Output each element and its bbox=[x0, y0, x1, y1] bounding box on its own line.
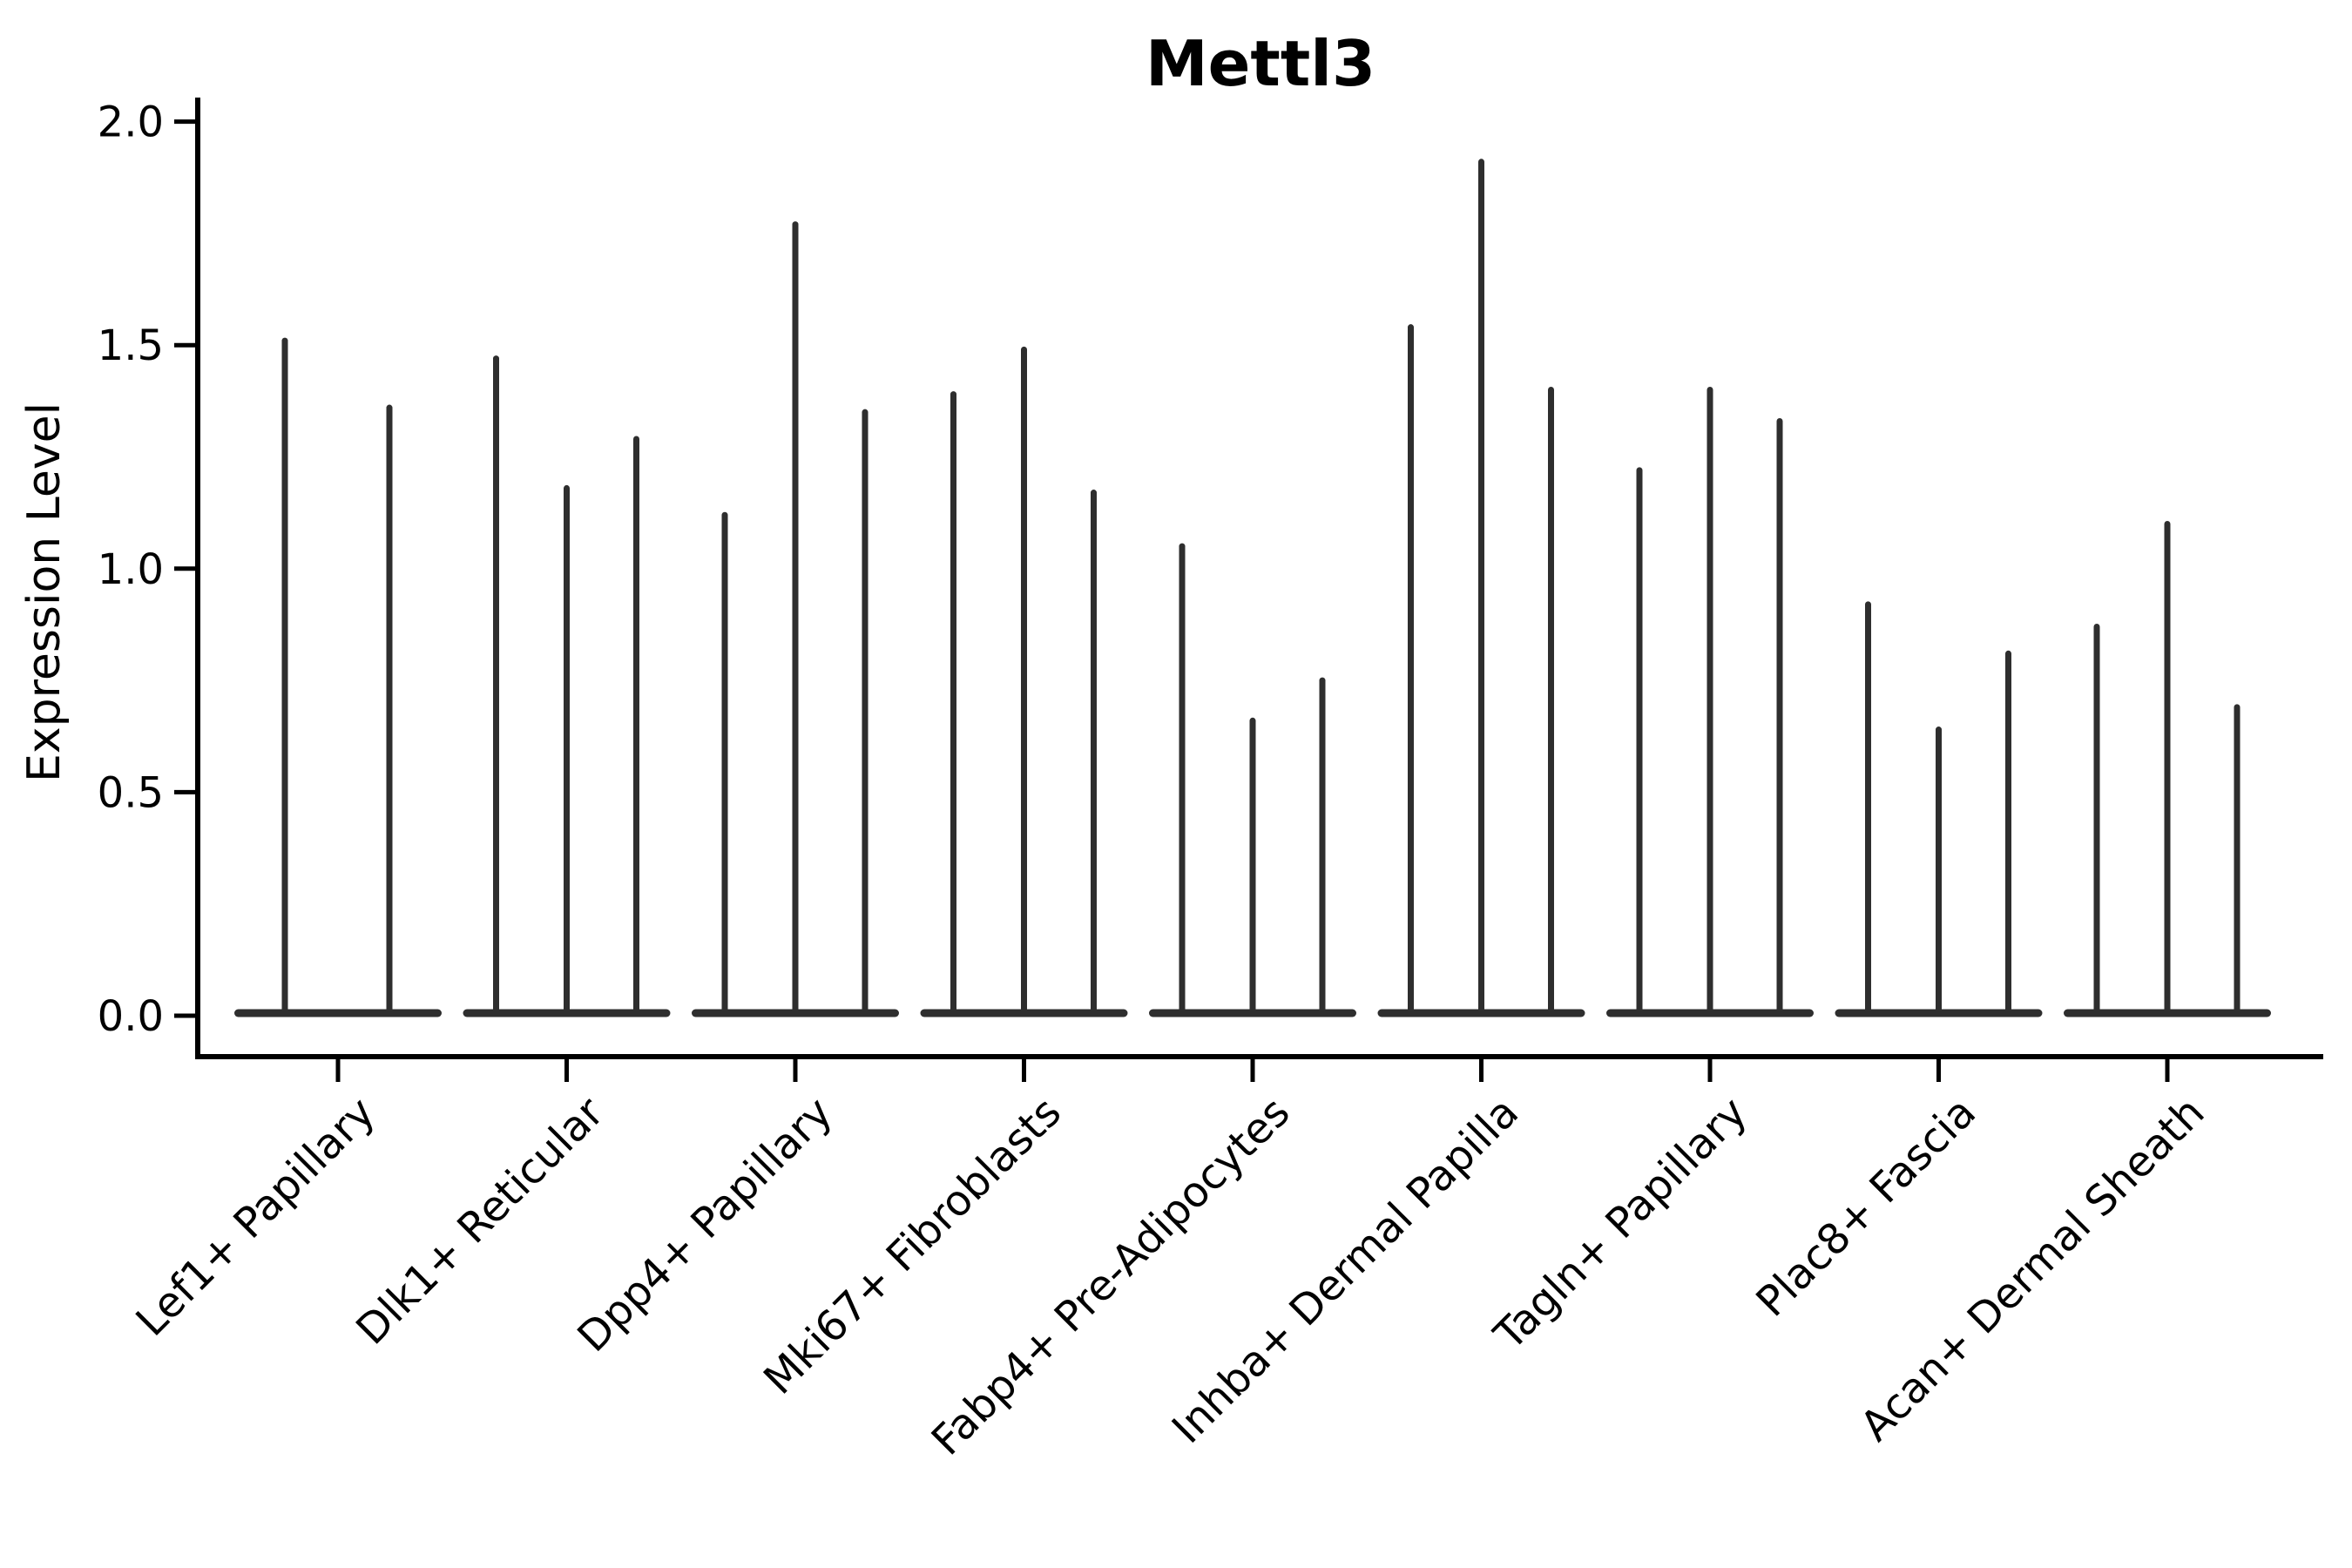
violin-category-group bbox=[920, 346, 1128, 1017]
x-tick-label: Lef1+ Papillary bbox=[127, 1088, 385, 1346]
x-tick-label: Dpp4+ Papillary bbox=[568, 1088, 841, 1362]
violin-category-group bbox=[1377, 159, 1585, 1017]
y-axis-label: Expression Level bbox=[18, 402, 71, 782]
violin-category-group bbox=[1149, 543, 1356, 1017]
x-tick-label: Tagln+ Papillary bbox=[1484, 1088, 1756, 1360]
violins-group bbox=[234, 159, 2271, 1017]
violin-category-group bbox=[2064, 520, 2271, 1017]
violin-category-group bbox=[463, 355, 671, 1017]
violin-category-group bbox=[1835, 601, 2043, 1017]
y-tick-label: 0.0 bbox=[98, 992, 164, 1041]
violin-body-baseline bbox=[234, 1009, 442, 1017]
x-tick-label: Dlk1+ Reticular bbox=[347, 1088, 613, 1355]
y-axis-ticks: 0.0 0.5 1.0 1.5 2.0 bbox=[98, 98, 197, 1041]
y-tick-label: 1.5 bbox=[98, 321, 164, 370]
violin-category-group bbox=[234, 337, 442, 1017]
y-tick-label: 0.5 bbox=[98, 768, 164, 817]
violin-category-group bbox=[1606, 387, 1814, 1017]
y-tick-label: 1.0 bbox=[98, 545, 164, 594]
y-tick-label: 2.0 bbox=[98, 98, 164, 147]
x-tick-label: Plac8+ Fascia bbox=[1747, 1088, 1985, 1327]
chart-title: Mettl3 bbox=[1146, 27, 1375, 100]
violin-category-group bbox=[692, 221, 899, 1017]
